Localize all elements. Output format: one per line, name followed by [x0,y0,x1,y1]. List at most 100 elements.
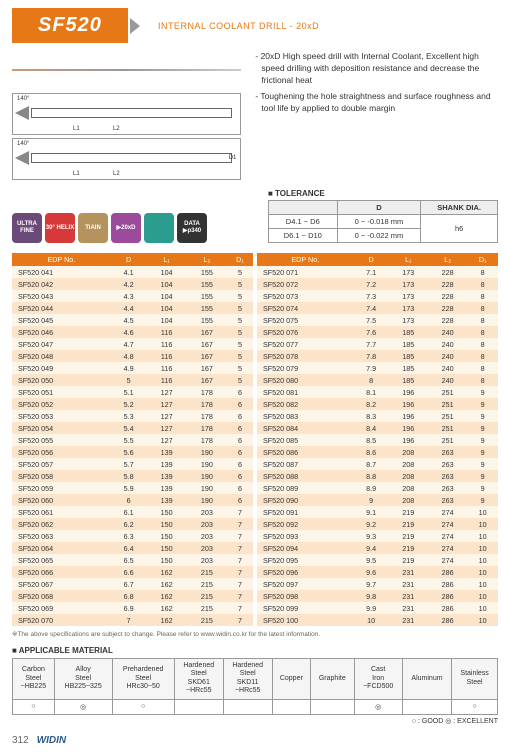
arrow-icon [130,18,140,34]
table-row: SF520 0575.71391906 [12,458,253,470]
table-row: SF520 0424.21041555 [12,278,253,290]
brand-logo: WIDIN [37,735,66,746]
table-row: SF520 0434.31041555 [12,290,253,302]
materials-legend: ○ : GOOD ◎ : EXCELLENT [12,717,498,725]
description: - 20xD High speed drill with Internal Co… [249,51,498,183]
tolerance-table: DSHANK DIA. D4.1 ~ D60 ~ -0.018 mmh6 D6.… [268,200,498,243]
table-row: SF520 0959.521927410 [257,554,498,566]
material-value: ○ [112,699,174,714]
materials-title: ■ APPLICABLE MATERIAL [12,646,498,655]
table-row: SF520 1001023128610 [257,614,498,626]
material-header: Graphite [310,659,354,700]
table-row: SF520 0676.71622157 [12,578,253,590]
data-table-right: EDP No.DL₁L₂D₁SF520 0717.11732288SF520 0… [257,253,498,626]
product-title: SF520 [12,8,128,43]
drill-schematic-2: 140° L1 L2 D1 [12,138,241,180]
material-header: Aluminum [402,659,451,700]
table-row: SF520 0646.41502037 [12,542,253,554]
table-row: SF520 0929.221927410 [257,518,498,530]
table-row: SF520 0989.823128610 [257,590,498,602]
table-row: SF520 06061391906 [12,494,253,506]
table-row: SF520 0858.51962519 [257,434,498,446]
material-value [272,699,310,714]
table-header: D [354,253,389,266]
material-header: CarbonSteel~HB225 [13,659,55,700]
badge-data: DATA ▶p340 [177,213,207,243]
table-row: SF520 0777.71852408 [257,338,498,350]
table-row: SF520 0868.62082639 [257,446,498,458]
table-header: D₁ [227,253,253,266]
table-row: SF520 0474.71161675 [12,338,253,350]
table-row: SF520 08081852408 [257,374,498,386]
table-row: SF520 0737.31732288 [257,290,498,302]
badge-coolant [144,213,174,243]
table-row: SF520 0484.81161675 [12,350,253,362]
table-row: SF520 0969.623128610 [257,566,498,578]
product-subtitle: INTERNAL COOLANT DRILL - 20xD [158,21,319,31]
material-header: StainlessSteel [452,659,498,700]
table-row: SF520 0656.51502037 [12,554,253,566]
table-row: SF520 0787.81852408 [257,350,498,362]
table-row: SF520 0878.72082639 [257,458,498,470]
badge-helix: 30° HELIX [45,213,75,243]
material-value: ○ [13,699,55,714]
material-value [402,699,451,714]
table-row: SF520 0999.923128610 [257,602,498,614]
tolerance-section: ■ TOLERANCE DSHANK DIA. D4.1 ~ D60 ~ -0.… [268,189,498,243]
table-row: SF520 0414.11041555 [12,266,253,278]
drill-photo [12,51,241,89]
material-header: AlloySteelHB225~325 [54,659,112,700]
data-table-left: EDP No.DL₁L₂D₁SF520 0414.11041555SF520 0… [12,253,253,626]
table-header: L₁ [147,253,187,266]
badge-ultrafine: ULTRA FINE [12,213,42,243]
desc-line-1: - 20xD High speed drill with Internal Co… [255,51,498,87]
table-row: SF520 0979.723128610 [257,578,498,590]
table-row: SF520 0636.31502037 [12,530,253,542]
diagram-area: 140° L1 L2 140° L1 L2 D1 [12,51,241,183]
table-row: SF520 0838.31962519 [257,410,498,422]
table-row: SF520 07071622157 [12,614,253,626]
table-row: SF520 0767.61852408 [257,326,498,338]
footnote: ※The above specifications are subject to… [12,630,498,638]
table-row: SF520 0494.91161675 [12,362,253,374]
material-value: ◎ [354,699,402,714]
table-row: SF520 0444.41041555 [12,302,253,314]
material-value: ◎ [54,699,112,714]
table-row: SF520 0535.31271786 [12,410,253,422]
table-row: SF520 0939.321927410 [257,530,498,542]
table-row: SF520 0666.61622157 [12,566,253,578]
table-row: SF520 0525.21271786 [12,398,253,410]
table-header: EDP No. [257,253,354,266]
material-value [223,699,272,714]
badge-tialn: TiAlN [78,213,108,243]
table-row: SF520 09092082639 [257,494,498,506]
table-row: SF520 0848.41962519 [257,422,498,434]
table-row: SF520 0888.82082639 [257,470,498,482]
material-value [310,699,354,714]
table-row: SF520 05051161675 [12,374,253,386]
table-row: SF520 0686.81622157 [12,590,253,602]
table-row: SF520 0565.61391906 [12,446,253,458]
material-header: PrehardenedSteelHRc30~50 [112,659,174,700]
desc-line-2: - Toughening the hole straightness and s… [255,91,498,115]
table-row: SF520 0757.51732288 [257,314,498,326]
table-row: SF520 0545.41271786 [12,422,253,434]
table-row: SF520 0626.21502037 [12,518,253,530]
table-header: L₁ [389,253,428,266]
table-row: SF520 0717.11732288 [257,266,498,278]
material-header: HardenedSteelSKD61~HRc55 [174,659,223,700]
table-row: SF520 0727.21732288 [257,278,498,290]
material-header: CastIron~FCD500 [354,659,402,700]
material-value: ○ [452,699,498,714]
tolerance-title: ■ TOLERANCE [268,189,498,198]
table-row: SF520 0595.91391906 [12,482,253,494]
table-header: L₂ [428,253,467,266]
table-row: SF520 0616.11502037 [12,506,253,518]
table-row: SF520 0585.81391906 [12,470,253,482]
material-value [174,699,223,714]
table-row: SF520 0747.41732288 [257,302,498,314]
table-row: SF520 0828.21962519 [257,398,498,410]
table-row: SF520 0919.121927410 [257,506,498,518]
table-row: SF520 0818.11962519 [257,386,498,398]
table-row: SF520 0898.92082639 [257,482,498,494]
